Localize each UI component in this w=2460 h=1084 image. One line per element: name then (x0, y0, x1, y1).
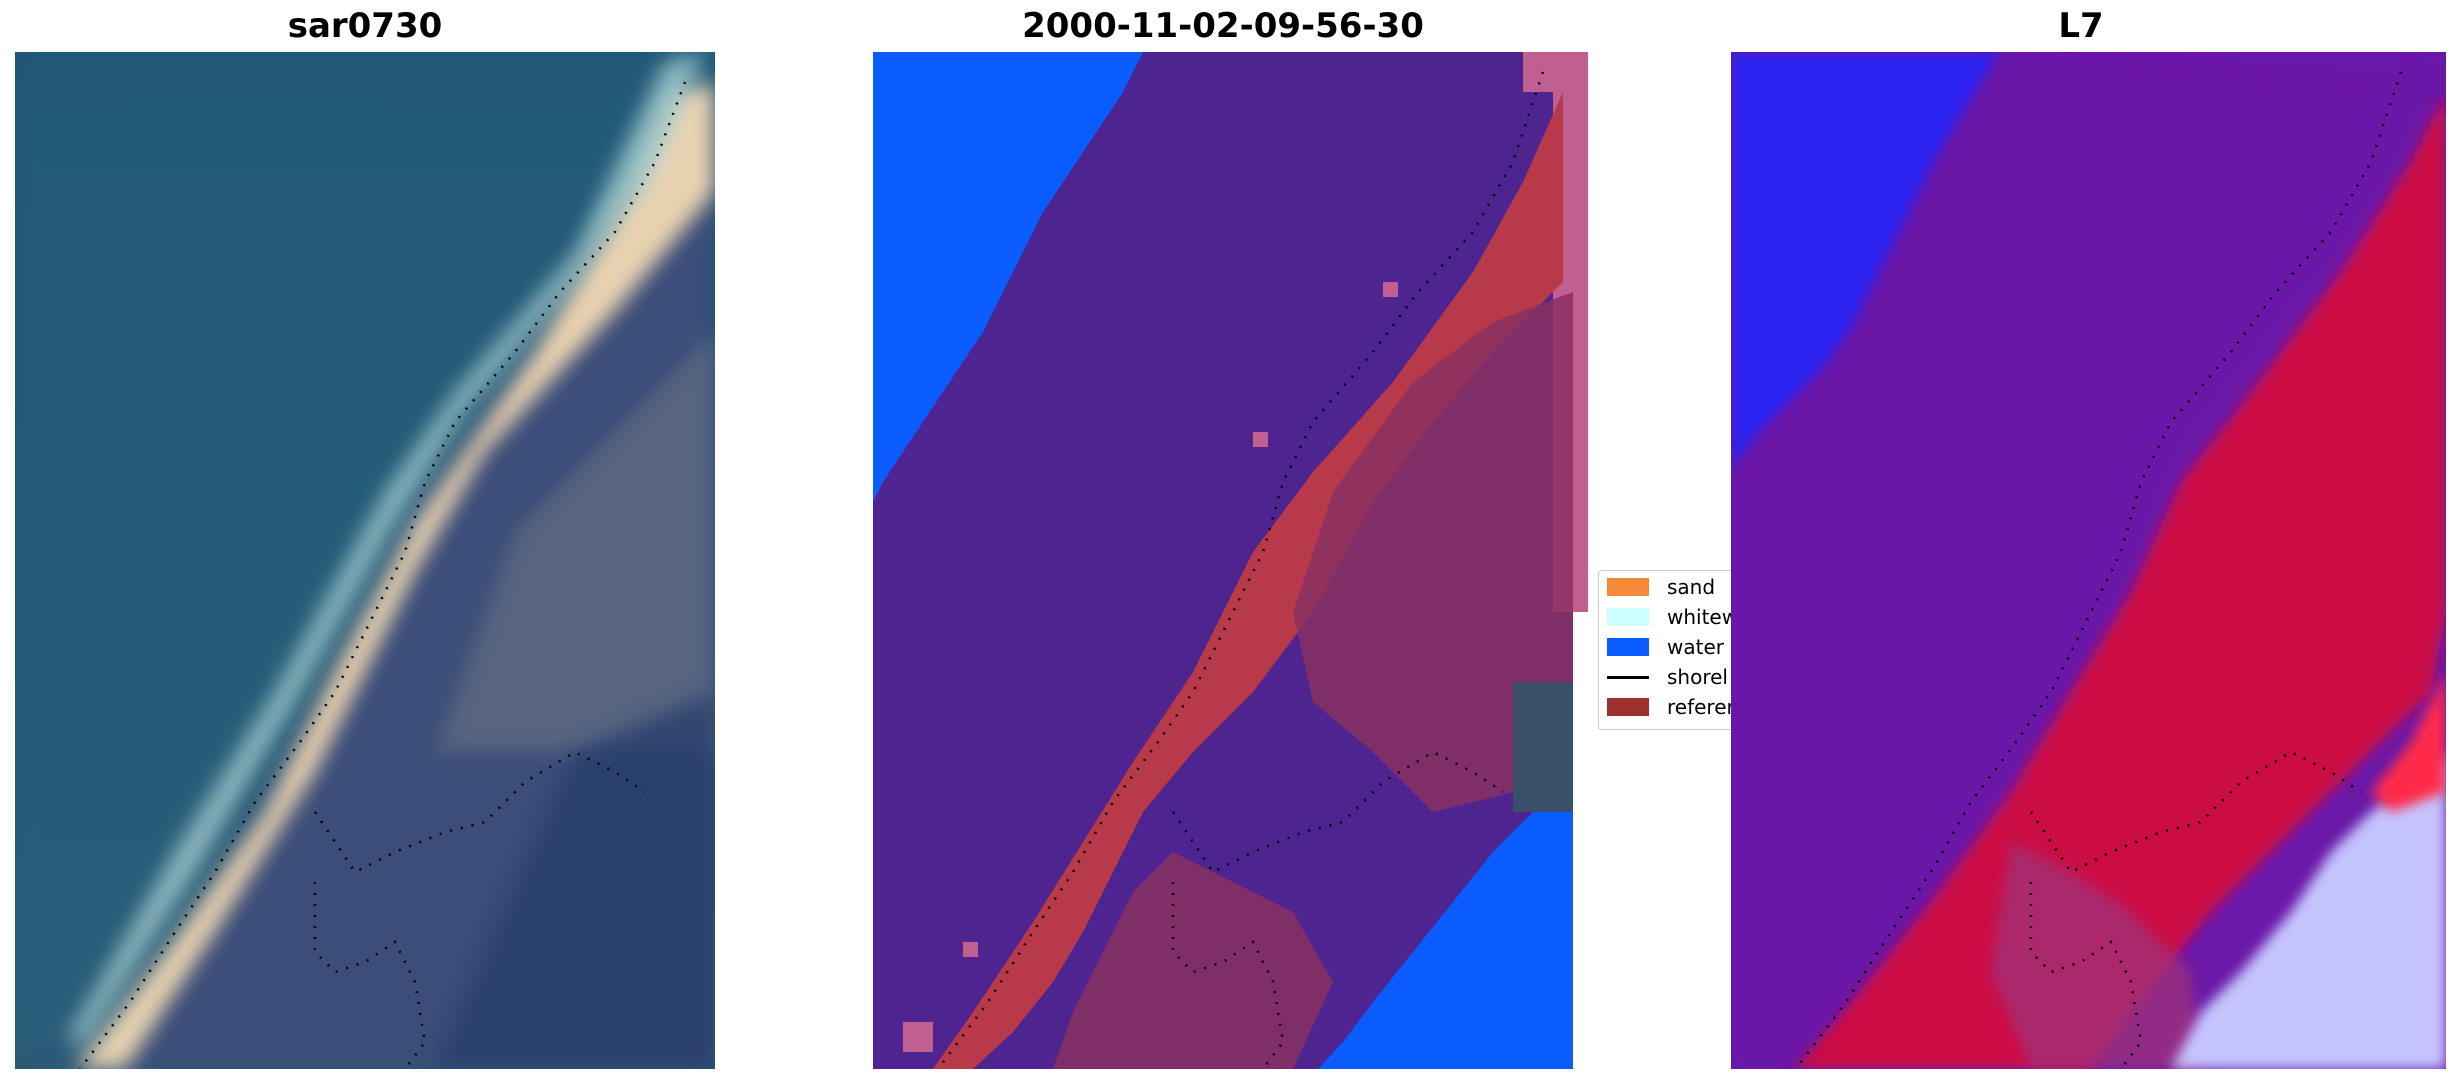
legend-swatch-water (1607, 638, 1649, 656)
classification-panel (873, 52, 1588, 1069)
legend-item-shoreline: shorel (1607, 665, 1728, 689)
legend-item-water: water (1607, 635, 1724, 659)
panel-title-left: sar0730 (287, 6, 443, 46)
panel-title-right: L7 (2058, 6, 2104, 46)
legend-item-sand: sand (1607, 575, 1715, 599)
legend-line-shoreline (1607, 675, 1649, 679)
classification-map (873, 52, 1588, 1069)
legend-swatch-sand (1607, 578, 1649, 596)
legend-label-sand: sand (1667, 575, 1716, 599)
panel-title-middle: 2000-11-02-09-56-30 (1022, 6, 1424, 46)
index-image-panel (1731, 52, 2446, 1069)
legend-label-whitewater: whitew (1667, 605, 1739, 629)
legend: sand whitew water shorel referer (1598, 570, 1738, 730)
index-image (1731, 52, 2446, 1069)
legend-swatch-reference (1607, 698, 1649, 716)
rgb-image (15, 52, 715, 1069)
rgb-image-panel (15, 52, 715, 1069)
legend-item-reference: referer (1607, 695, 1735, 719)
legend-label-shoreline: shorel (1667, 665, 1728, 689)
legend-swatch-whitewater (1607, 608, 1649, 626)
legend-label-water: water (1667, 635, 1724, 659)
legend-label-reference: referer (1667, 695, 1735, 719)
legend-item-whitewater: whitew (1607, 605, 1738, 629)
